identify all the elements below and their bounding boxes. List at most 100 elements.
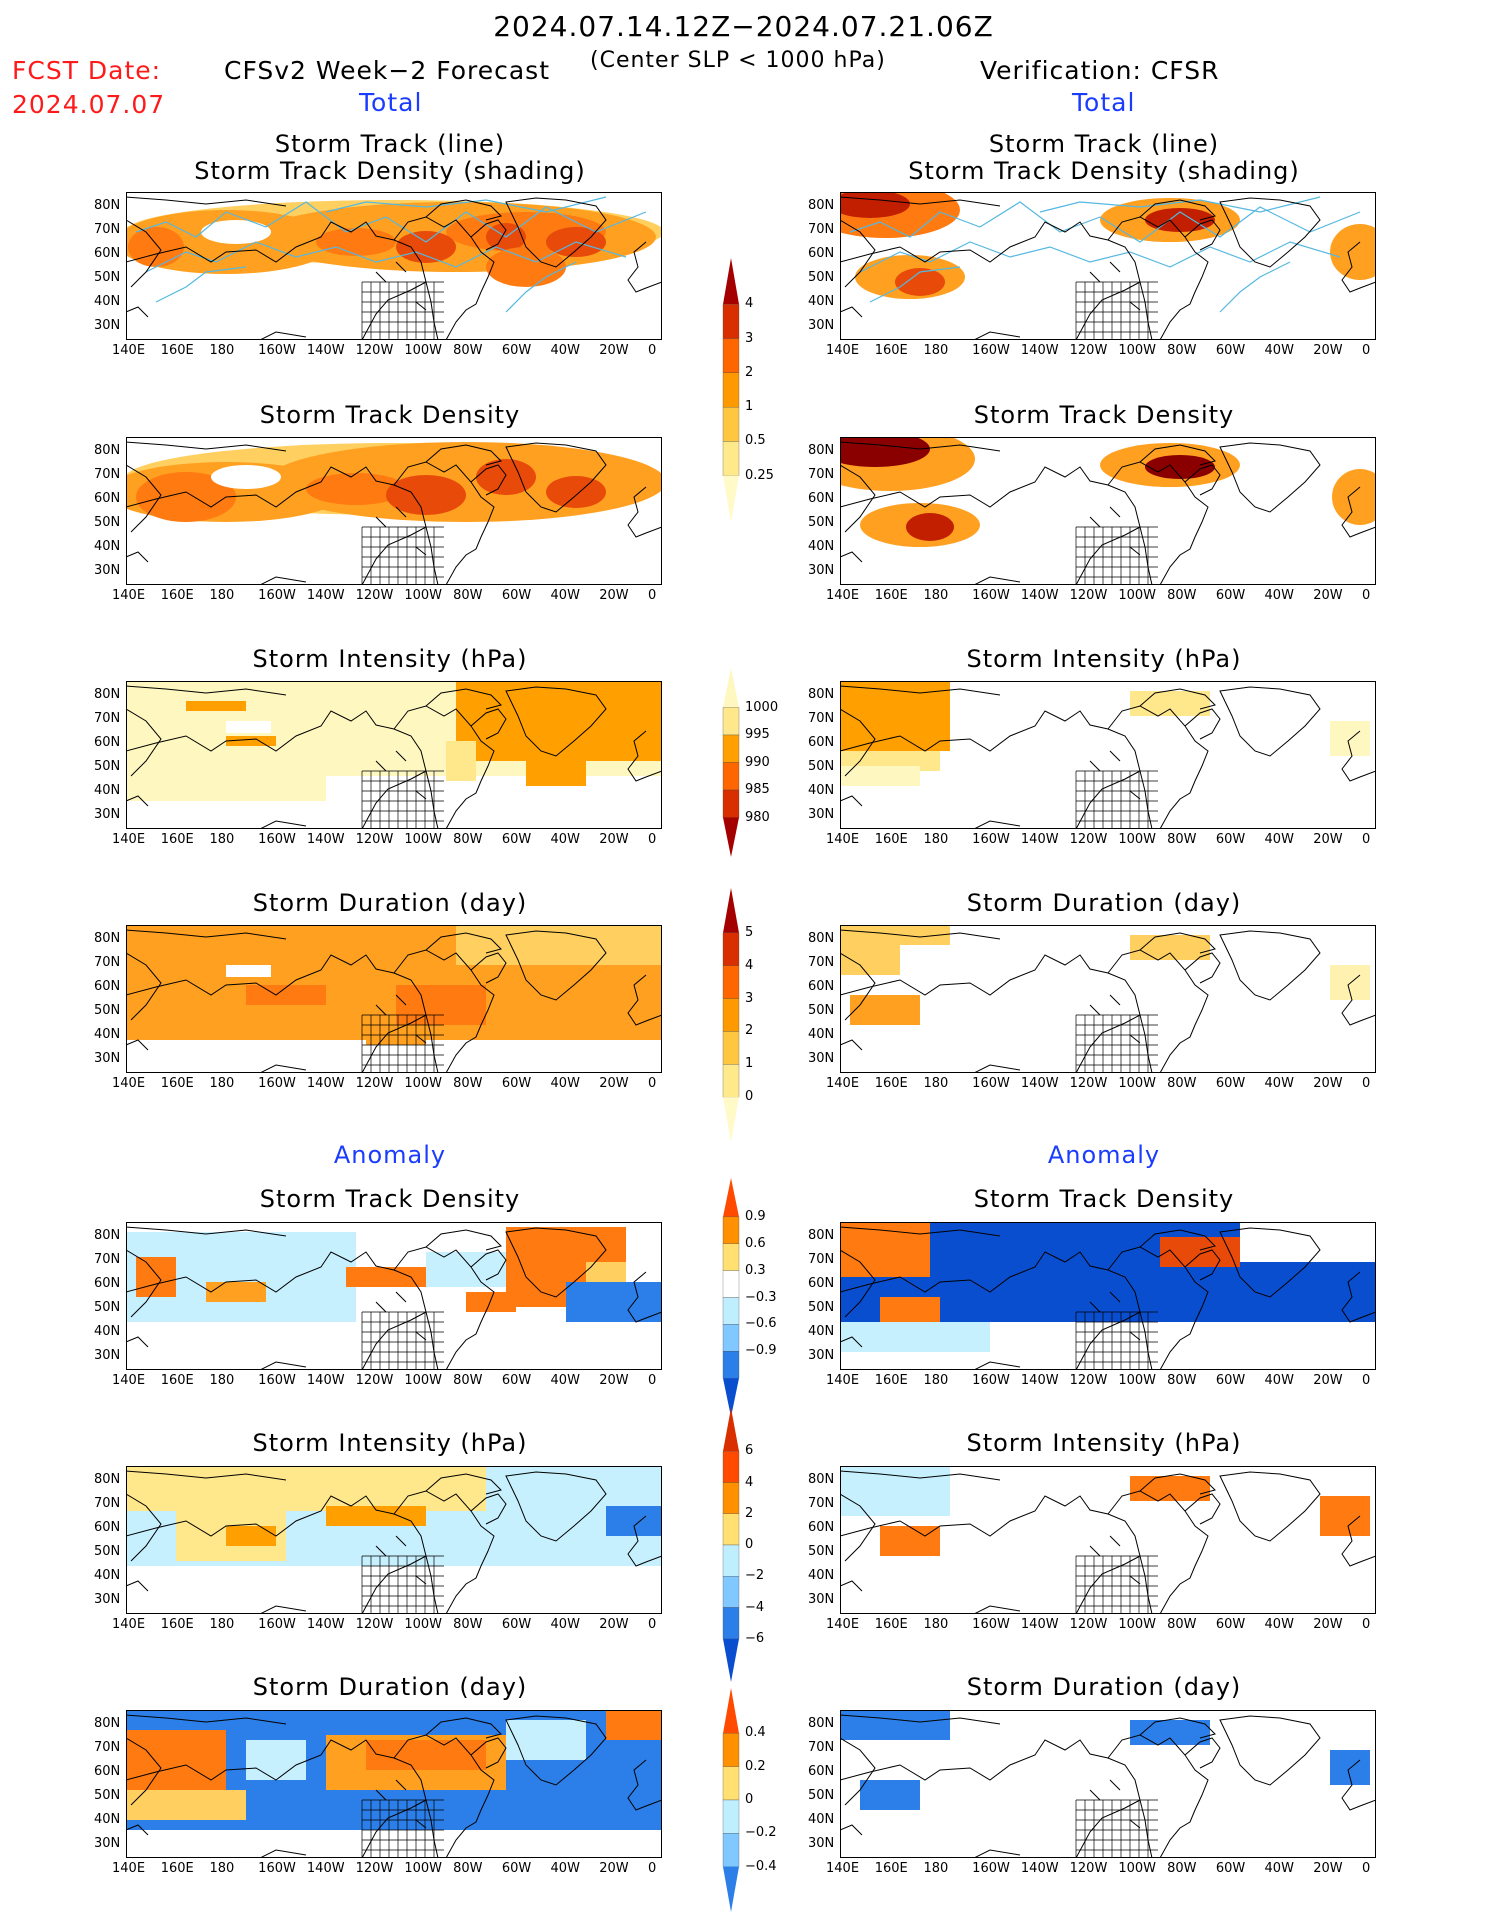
lon-tick-label: 120W <box>355 588 394 603</box>
left-track-map <box>126 192 662 340</box>
colorbar-label: 5 <box>745 924 754 940</box>
lon-tick-label: 20W <box>1313 588 1343 603</box>
coastline <box>1341 974 1376 1026</box>
coastline <box>840 952 876 1021</box>
coastline <box>627 486 662 538</box>
coastline <box>840 221 1153 340</box>
colorbar-anomaly-density <box>722 1178 740 1417</box>
right-duration-title: Storm Duration (day) <box>966 889 1242 917</box>
lon-tick-label: 80W <box>1167 1617 1197 1632</box>
coastline <box>126 1824 149 1836</box>
coastline <box>840 708 876 777</box>
density-field <box>1330 224 1376 280</box>
coastline <box>972 1064 1021 1073</box>
lon-tick-label: 20W <box>599 1617 629 1632</box>
lat-tick-label: 70N <box>808 955 835 970</box>
coastline <box>840 196 1001 207</box>
map-frame <box>840 1466 1376 1614</box>
lon-tick-label: 120W <box>1069 832 1108 847</box>
coastlines <box>126 1470 662 1614</box>
coastline <box>505 197 607 268</box>
coastline <box>505 1227 607 1298</box>
lat-tick-label: 60N <box>94 491 121 506</box>
lon-tick-label: 60W <box>501 1076 532 1091</box>
lon-tick-label: 180 <box>923 832 949 847</box>
lon-tick-label: 180 <box>923 1617 949 1632</box>
coastline <box>627 974 662 1026</box>
colorbar-label: 2 <box>745 364 754 380</box>
colorbar-label: 1 <box>745 399 754 415</box>
coastline <box>1089 994 1141 1044</box>
coastline <box>470 708 507 740</box>
coastline <box>1139 444 1216 466</box>
colorbar-label: −6 <box>745 1630 765 1646</box>
coastline <box>126 1580 149 1592</box>
colorbar-label: 0.6 <box>745 1235 766 1251</box>
coastline <box>840 1336 863 1348</box>
lat-tick-label: 30N <box>94 807 121 822</box>
map-frame <box>126 437 662 585</box>
lon-tick-label: 0 <box>1362 588 1371 603</box>
intensity-field <box>126 776 326 801</box>
coastline <box>126 1739 439 1858</box>
colorbar-segment <box>722 1576 740 1608</box>
lat-tick-label: 60N <box>808 1764 835 1779</box>
lon-tick-label: 140W <box>306 1373 345 1388</box>
coastline <box>1089 1535 1141 1585</box>
lon-tick-label: 140W <box>1020 588 1059 603</box>
right-anom-intensity-map <box>840 1466 1376 1614</box>
lon-tick-label: 80W <box>453 1861 483 1876</box>
lon-tick-label: 100W <box>1118 588 1157 603</box>
colorbar-label: 985 <box>745 782 770 797</box>
lat-tick-label: 80N <box>94 443 121 458</box>
lon-tick-label: 60W <box>501 588 532 603</box>
colorbar-label: 4 <box>745 1474 754 1490</box>
duration-field <box>456 925 662 965</box>
lon-tick-label: 20W <box>1313 1076 1343 1091</box>
lon-tick-label: 140E <box>112 343 146 358</box>
coastline <box>1139 932 1216 954</box>
lon-tick-label: 100W <box>404 1076 443 1091</box>
lat-tick-label: 50N <box>94 1544 121 1559</box>
lon-tick-label: 180 <box>209 832 235 847</box>
lat-tick-label: 50N <box>808 515 835 530</box>
colorbar-segment <box>722 1513 740 1546</box>
colorbar-label: 0.3 <box>745 1262 766 1278</box>
coastline <box>840 710 1153 829</box>
lat-tick-label: 80N <box>94 687 121 702</box>
colorbar-label: 2 <box>745 1023 754 1039</box>
lon-tick-label: 80W <box>453 343 483 358</box>
anomaly-field <box>1160 1237 1240 1267</box>
density-field <box>1145 455 1215 479</box>
lon-tick-label: 40W <box>550 1373 580 1388</box>
lon-tick-label: 180 <box>923 1861 949 1876</box>
coastline <box>1089 1291 1141 1341</box>
lat-tick-label: 70N <box>808 1740 835 1755</box>
us-state-borders <box>1075 526 1158 585</box>
lat-tick-label: 60N <box>808 246 835 261</box>
lat-tick-label: 30N <box>808 563 835 578</box>
colorbar-segment <box>722 1064 740 1098</box>
lon-tick-label: 120W <box>1069 1861 1108 1876</box>
colorbar-segment <box>722 1270 740 1298</box>
lon-tick-label: 180 <box>209 1861 235 1876</box>
coastline <box>425 1229 502 1251</box>
left-anom-density-map <box>126 1222 662 1370</box>
left-duration-title: Storm Duration (day) <box>252 889 528 917</box>
us-state-borders <box>361 281 444 340</box>
lon-tick-label: 160E <box>160 1617 194 1632</box>
coastline <box>126 306 149 318</box>
lon-tick-label: 100W <box>404 1617 443 1632</box>
lat-tick-label: 70N <box>94 711 121 726</box>
colorbar-label: 995 <box>745 727 770 742</box>
coastline <box>627 1515 662 1567</box>
coastline <box>126 795 149 807</box>
lon-tick-label: 160W <box>258 1617 296 1632</box>
intensity-field <box>526 761 586 786</box>
lat-tick-label: 40N <box>94 294 121 309</box>
coastline <box>1089 1779 1141 1829</box>
lon-tick-label: 160W <box>972 343 1010 358</box>
coastline <box>840 1580 863 1592</box>
map-frame <box>126 681 662 829</box>
coastline <box>627 1759 662 1811</box>
